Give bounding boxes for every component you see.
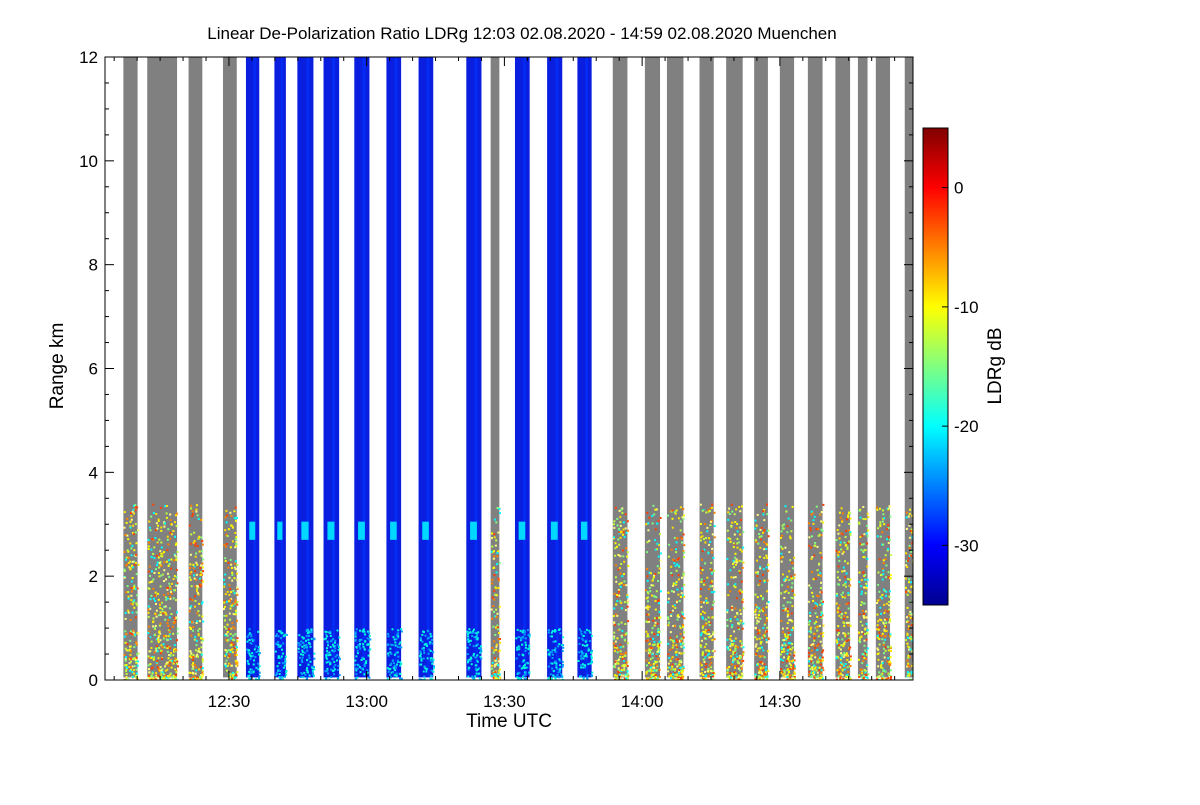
colorbar-tick-label-4: -30: [954, 536, 979, 555]
profile-2: [147, 57, 179, 680]
profile-22: [754, 57, 770, 680]
profile-5: [245, 57, 261, 680]
profile-7: [297, 57, 316, 680]
chart-title: Linear De-Polarization Ratio LDRg 12:03 …: [207, 24, 836, 43]
colorbar-tick-label-3: -20: [954, 417, 979, 436]
profile-18: [644, 57, 662, 680]
x-tick-label-5: 14:30: [759, 692, 802, 711]
x-axis-label: Time UTC: [466, 711, 552, 732]
profile-25: [835, 57, 852, 680]
colorbar-tick-label-1: 0: [954, 179, 963, 198]
profile-20: [699, 57, 716, 680]
profile-24: [807, 57, 825, 680]
y-axis-label: Range km: [47, 323, 68, 410]
y-tick-label-5: 8: [89, 256, 98, 275]
profile-27: [875, 57, 892, 680]
profile-4: [222, 57, 239, 680]
profile-21: [726, 57, 745, 680]
profile-26: [857, 57, 870, 680]
profile-13: [490, 57, 502, 680]
y-tick-label-1: 0: [89, 671, 98, 690]
x-tick-label-2: 13:00: [345, 692, 388, 711]
x-tick-label-3: 13:30: [483, 692, 526, 711]
y-tick-label-4: 6: [89, 360, 98, 379]
colorbar-ticks: 0 -10 -20 -30: [942, 179, 979, 555]
profile-1: [123, 57, 140, 680]
y-tick-label-2: 2: [89, 567, 98, 586]
profile-23: [779, 57, 796, 680]
y-tick-label-6: 10: [79, 152, 98, 171]
profile-15: [547, 57, 565, 680]
profile-17: [612, 57, 630, 680]
colorbar-tick-label-2: -10: [954, 298, 979, 317]
profile-6: [274, 57, 288, 680]
colorbar-label: LDRg dB: [985, 327, 1006, 404]
y-tick-label-3: 4: [89, 463, 98, 482]
plot-area: [123, 57, 913, 680]
profile-28: [904, 57, 913, 680]
y-tick-label-7: 12: [79, 48, 98, 67]
profile-12: [466, 57, 483, 680]
profile-9: [354, 57, 372, 680]
colorbar: [922, 127, 949, 606]
x-tick-label-4: 14:00: [621, 692, 664, 711]
x-tick-label-1: 12:30: [208, 692, 251, 711]
profile-8: [323, 57, 341, 680]
profile-16: [577, 57, 594, 680]
profile-11: [418, 57, 435, 680]
profile-19: [666, 57, 686, 680]
profile-14: [514, 57, 531, 680]
profile-10: [386, 57, 403, 680]
profile-3: [188, 57, 205, 680]
axes: 12:30 13:00 13:30 14:00 14:30 0 2 4 6 8 10 12: [79, 48, 913, 711]
